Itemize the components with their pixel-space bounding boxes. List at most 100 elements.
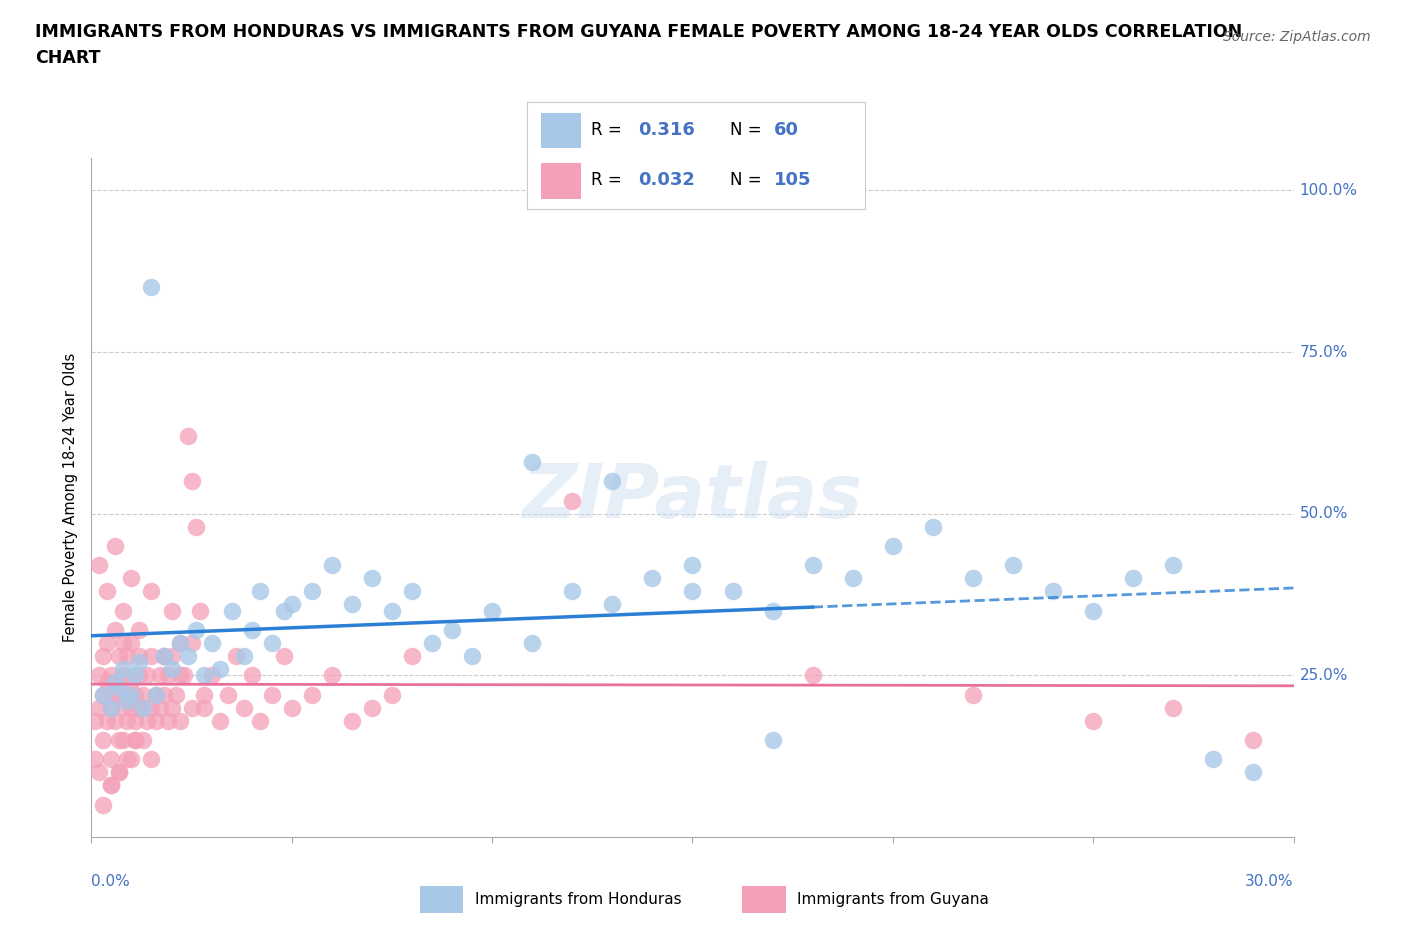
Point [124,733,146,748]
Point [108,764,131,779]
Bar [541,164,581,199]
Point [381,687,404,702]
Point [104,713,127,728]
Point [681,558,703,573]
Point [176,429,198,444]
Point [112,661,135,676]
Point [321,558,343,573]
Point [1202,752,1225,767]
Point [100,668,122,683]
Point [169,713,191,728]
Point [169,635,191,650]
Text: 0.316: 0.316 [638,121,696,140]
Point [180,700,202,715]
Point [232,700,254,715]
Point [208,661,231,676]
Bar [419,885,463,913]
Point [962,571,984,586]
Point [561,584,583,599]
Point [117,752,139,767]
Point [145,687,167,702]
Point [124,733,146,748]
Point [561,493,583,508]
Point [1001,558,1024,573]
Point [112,668,135,683]
Point [112,635,135,650]
Point [208,713,231,728]
Point [93,733,115,748]
Point [96,635,118,650]
Point [121,700,143,715]
Point [121,674,143,689]
Point [128,668,150,683]
Point [152,648,174,663]
Point [136,713,159,728]
Text: 0.032: 0.032 [638,171,696,190]
Point [128,655,150,670]
Point [1083,713,1105,728]
Point [340,713,363,728]
Point [108,687,131,702]
Point [1243,764,1265,779]
Text: 100.0%: 100.0% [1299,183,1358,198]
Text: ZIPatlas: ZIPatlas [523,461,862,534]
Point [841,571,863,586]
Point [249,713,271,728]
Point [762,604,785,618]
Point [461,648,484,663]
Point [100,752,122,767]
Point [100,777,122,792]
Point [121,687,143,702]
Point [169,635,191,650]
Bar [742,885,786,913]
Point [93,687,115,702]
Point [128,648,150,663]
Point [112,604,135,618]
Point [104,538,127,553]
Point [232,648,254,663]
Point [112,733,135,748]
Point [132,687,155,702]
Point [148,700,170,715]
Point [962,687,984,702]
Point [176,648,198,663]
Point [180,635,202,650]
Point [141,700,163,715]
Point [360,571,382,586]
Point [93,797,115,812]
Bar [541,113,581,148]
Point [340,597,363,612]
Point [281,700,304,715]
Point [522,455,544,470]
Point [1243,733,1265,748]
Point [165,687,187,702]
Point [301,687,323,702]
Point [401,584,423,599]
Point [117,694,139,709]
Point [160,604,183,618]
Point [169,668,191,683]
Point [156,668,179,683]
Point [201,635,224,650]
Point [249,584,271,599]
Point [1163,700,1185,715]
Point [124,668,146,683]
Point [84,713,107,728]
Point [240,668,263,683]
Point [180,474,202,489]
Point [117,648,139,663]
Point [301,584,323,599]
Point [401,648,423,663]
Point [801,668,824,683]
Point [273,604,295,618]
Point [160,661,183,676]
Text: N =: N = [730,171,766,190]
Point [128,623,150,638]
Point [440,623,463,638]
Y-axis label: Female Poverty Among 18-24 Year Olds: Female Poverty Among 18-24 Year Olds [62,352,77,643]
Point [89,764,111,779]
Point [160,700,183,715]
Point [922,519,945,534]
Point [641,571,664,586]
Point [121,635,143,650]
